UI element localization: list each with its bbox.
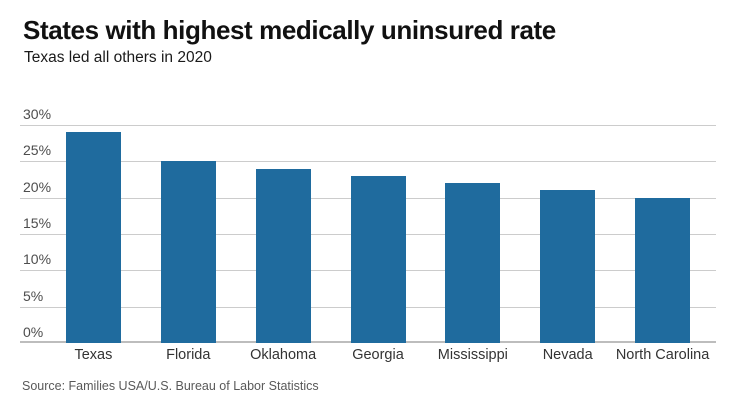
bar-chart-plot-area: 0% 5% 10% 15% 20% 25% 30% Texas Florida Oklahoma G… <box>20 107 716 363</box>
x-label-mississippi: Mississippi <box>437 347 508 363</box>
y-tick-label-15: 15% <box>23 215 52 231</box>
y-tick-label-30: 30% <box>23 106 52 122</box>
y-tick-label-25: 25% <box>23 142 52 159</box>
bar-oklahoma <box>255 168 311 343</box>
gridline-25 <box>20 161 716 163</box>
y-tick-label-20: 20% <box>23 178 52 195</box>
source-note: Source: Families USA/U.S. Bureau of Labo… <box>22 379 319 393</box>
y-tick-label-0: 0% <box>23 324 44 340</box>
bar-texas <box>65 132 121 343</box>
y-tick-label-5: 5% <box>23 287 44 304</box>
bar-georgia <box>350 175 406 343</box>
y-tick-label-10: 10% <box>23 251 52 268</box>
x-label-oklahoma: Oklahoma <box>250 347 317 363</box>
bar-north-carolina <box>635 197 691 343</box>
x-label-texas: Texas <box>74 347 113 363</box>
chart-title: States with highest medically uninsured … <box>23 15 556 45</box>
x-label-georgia: Georgia <box>352 347 404 363</box>
gridline-30 <box>20 125 716 126</box>
x-label-florida: Florida <box>166 347 211 363</box>
x-label-north-carolina: North Carolina <box>615 347 710 363</box>
bar-florida <box>160 161 216 343</box>
bar-nevada <box>540 190 596 343</box>
x-label-nevada: Nevada <box>542 347 593 363</box>
chart-subtitle: Texas led all others in 2020 <box>24 49 212 66</box>
bar-mississippi <box>445 183 501 343</box>
